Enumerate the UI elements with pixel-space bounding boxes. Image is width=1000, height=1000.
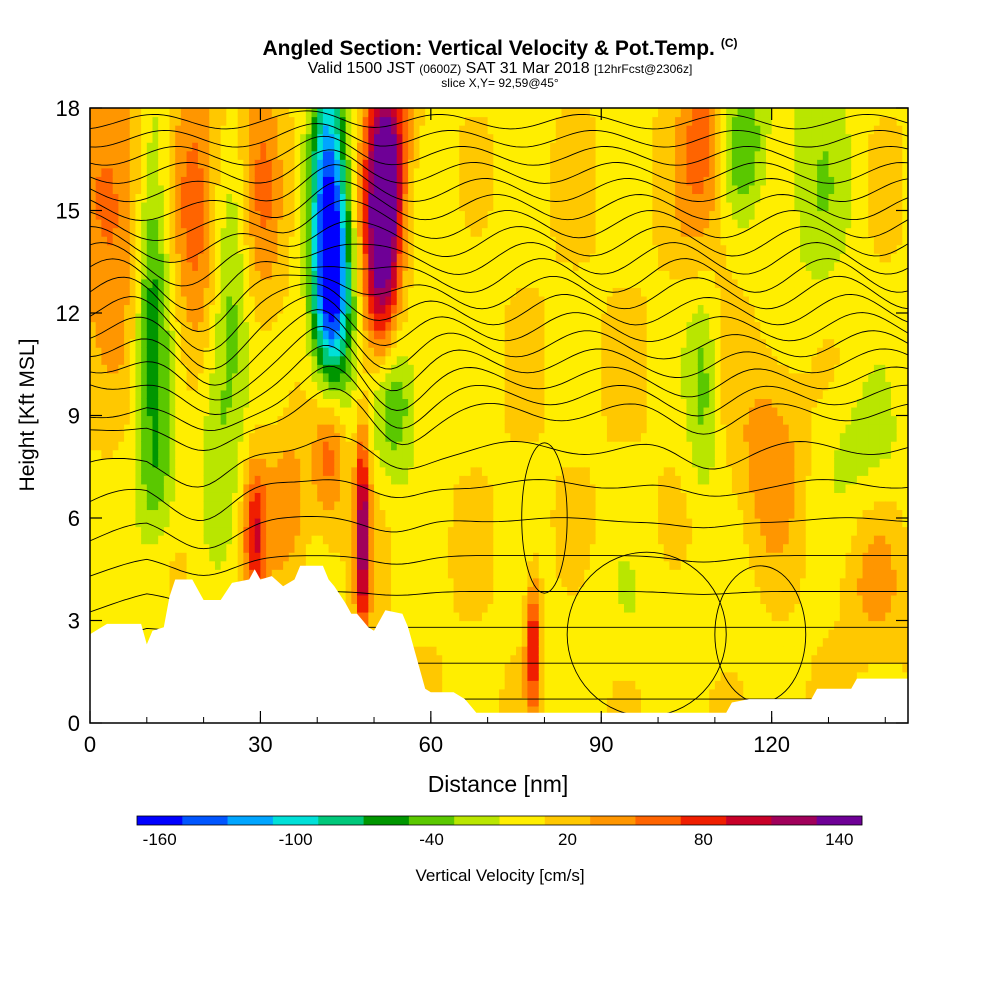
colorbar: -160 -100 -40 20 80 140 (136, 815, 863, 849)
chart-subtitle: Valid 1500 JST (0600Z) SAT 31 Mar 2018 [… (307, 60, 693, 77)
isentrope-line (90, 164, 908, 203)
y-tick-label: 15 (56, 199, 80, 224)
isentrope-line (90, 365, 908, 432)
chart-slice-info: slice X,Y= 92,59@45° (441, 76, 559, 90)
x-tick-label: 90 (589, 732, 613, 757)
colorbar-swatch (590, 816, 636, 825)
colorbar-tick-label: 80 (694, 830, 713, 849)
colorbar-swatch (272, 816, 319, 825)
isentrope-line (90, 435, 908, 488)
colorbar-frame (136, 815, 863, 826)
colorbar-swatch (408, 816, 455, 825)
colorbar-swatch (318, 816, 364, 825)
isentrope-line (90, 309, 908, 386)
isentrope-loop (521, 442, 568, 594)
isentrope-line (90, 555, 908, 577)
isentrope-line (90, 479, 908, 521)
colorbar-tick-label: -160 (143, 830, 177, 849)
y-tick-label: 9 (68, 404, 80, 429)
isentrope-line (90, 274, 908, 332)
colorbar-swatch (680, 816, 727, 825)
terrain-mask (90, 565, 908, 723)
colorbar-swatch (816, 816, 863, 825)
x-tick-label: 0 (84, 732, 96, 757)
colorbar-swatch (499, 816, 546, 825)
colorbar-swatch (182, 816, 228, 825)
colorbar-swatch (726, 816, 772, 825)
isentrope-line (90, 149, 908, 184)
isentrope-line (90, 199, 908, 241)
isentrope-line (90, 220, 908, 263)
isentrope-line (90, 344, 908, 415)
y-tick-label: 12 (56, 301, 80, 326)
y-tick-label: 18 (56, 96, 80, 121)
isentrope-line (90, 294, 908, 370)
isentrope-line (90, 242, 908, 287)
isentrope-line (90, 180, 908, 221)
colorbar-swatch (137, 816, 183, 825)
colorbar-swatch (771, 816, 817, 825)
y-tick-label: 3 (68, 609, 80, 634)
isentrope-line (90, 110, 908, 130)
x-tick-label: 30 (248, 732, 272, 757)
chart-title: Angled Section: Vertical Velocity & Pot.… (262, 36, 738, 60)
y-tick-label: 0 (68, 711, 80, 736)
axes: 0 30 60 90 120 0 3 6 9 12 15 18 (56, 96, 908, 757)
colorbar-tick-label: -40 (419, 830, 444, 849)
terrain (90, 565, 908, 723)
isentrope-line (90, 135, 908, 166)
colorbar-tick-label: 140 (825, 830, 853, 849)
isentrope-line (90, 258, 908, 311)
colorbar-swatch (454, 816, 500, 825)
colorbar-tick-label: -100 (279, 830, 313, 849)
colorbar-swatch (544, 816, 591, 825)
colorbar-tick-label: 20 (558, 830, 577, 849)
colorbar-swatch (363, 816, 410, 825)
colorbar-label: Vertical Velocity [cm/s] (415, 866, 584, 885)
y-tick-label: 6 (68, 506, 80, 531)
x-axis-label: Distance [nm] (428, 771, 569, 797)
isentrope-line (90, 325, 908, 401)
isentrope-line (90, 388, 908, 451)
colorbar-swatch (635, 816, 682, 825)
x-tick-label: 120 (753, 732, 790, 757)
x-tick-label: 60 (419, 732, 443, 757)
isentrope-line (90, 123, 908, 148)
y-axis-label: Height [Kft MSL] (16, 339, 39, 492)
isentrope-line (90, 282, 908, 352)
colorbar-swatch (227, 816, 274, 825)
isentrope-line (90, 516, 908, 550)
